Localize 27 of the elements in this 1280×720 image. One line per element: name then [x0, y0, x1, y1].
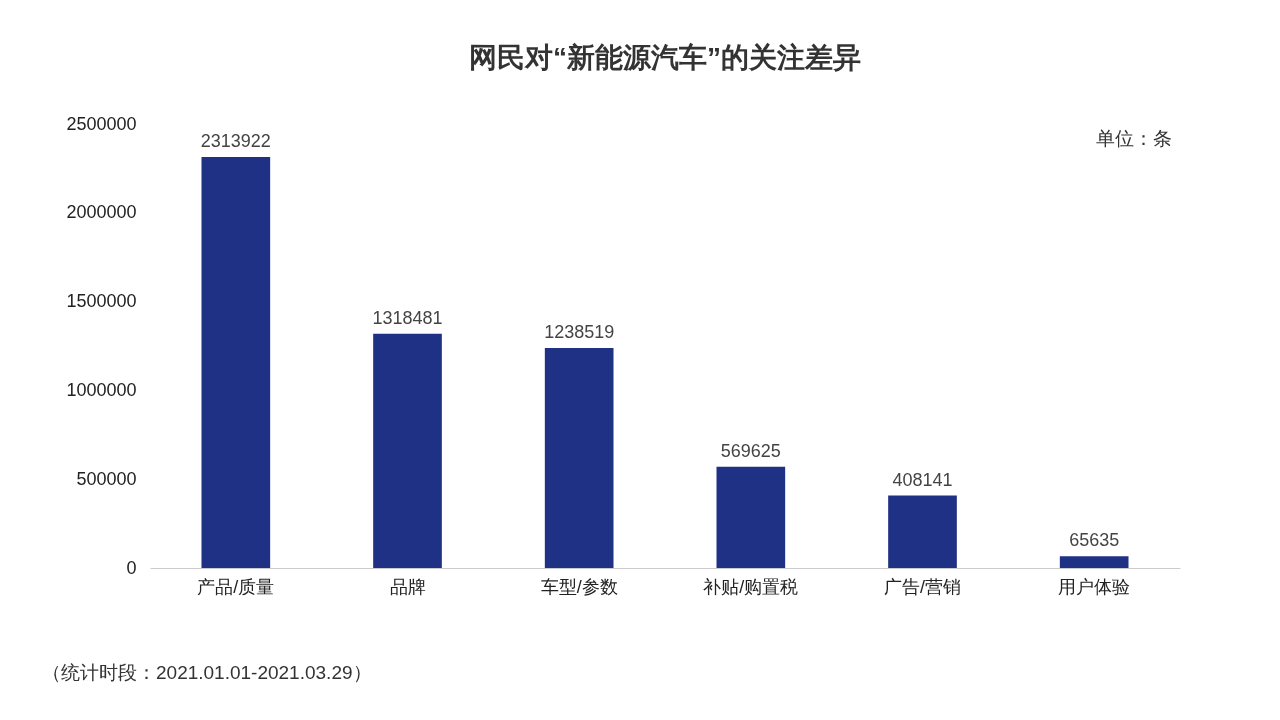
- data-label: 569625: [720, 440, 781, 461]
- x-tick-label: 品牌: [389, 576, 426, 597]
- bar: [544, 348, 614, 568]
- bar: [716, 466, 786, 568]
- y-tick-label: 1500000: [66, 291, 137, 312]
- annotation: 单位：条: [1096, 127, 1172, 151]
- x-tick-label: 车型/参数: [540, 576, 618, 597]
- y-tick-label: 1000000: [66, 379, 137, 400]
- x-tick-label: 广告/营销: [883, 576, 962, 597]
- text: （统计时段：2021.01.01-2021.03.29）: [42, 661, 372, 685]
- data-label: 1318481: [372, 307, 443, 328]
- y-tick-label: 500000: [76, 468, 137, 489]
- chart-title: 网民对“新能源汽车”的关注差异: [469, 42, 861, 73]
- bar: [373, 333, 442, 568]
- y-tick-label: 0: [126, 557, 137, 578]
- bar: [201, 157, 271, 568]
- data-label: 1238519: [544, 322, 615, 343]
- x-tick-label: 补贴/购置税: [703, 576, 799, 597]
- x-tick-label: 用户体验: [1058, 576, 1131, 597]
- x-tick-label: 产品/质量: [197, 576, 275, 597]
- bar: [888, 495, 957, 568]
- data-label: 65635: [1069, 530, 1120, 551]
- y-tick-label: 2500000: [66, 113, 137, 134]
- y-tick-label: 2000000: [66, 202, 137, 223]
- bar: [1059, 556, 1129, 568]
- data-label: 2313922: [200, 131, 271, 152]
- data-label: 408141: [892, 469, 953, 490]
